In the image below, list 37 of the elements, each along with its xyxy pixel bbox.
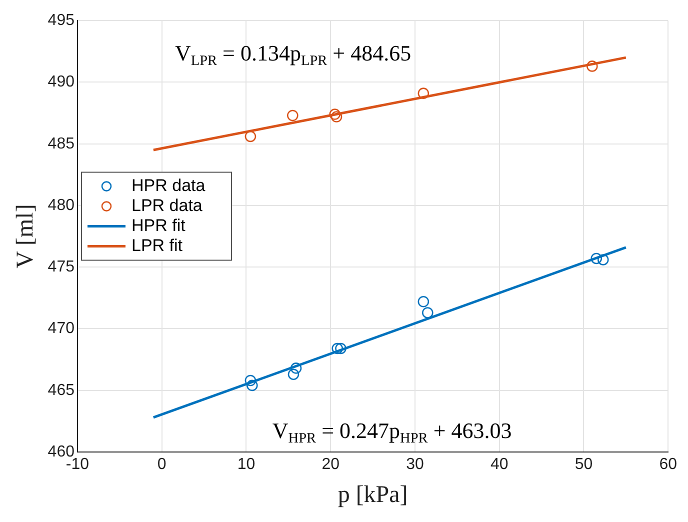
point [286, 110, 298, 122]
point [418, 296, 430, 308]
point [288, 368, 300, 380]
point [244, 374, 256, 386]
x-tick-label: 60 [659, 456, 678, 474]
y-axis-title: V [ml] [12, 204, 39, 268]
point [330, 111, 342, 122]
point [418, 88, 430, 99]
y-tick-label: 480 [48, 196, 75, 214]
y-tick-label: 465 [48, 382, 75, 399]
legend-label: HPR fit [131, 216, 186, 235]
y-tick-label: 485 [48, 135, 75, 152]
x-axis-title: p [kPa] [338, 482, 408, 508]
point [597, 254, 609, 266]
point [335, 342, 346, 354]
x-tick-label: 30 [406, 456, 424, 474]
point [422, 307, 434, 318]
y-tick-label: 470 [48, 320, 75, 338]
point [244, 130, 256, 142]
x-tick-label: 0 [157, 456, 166, 474]
x-tick-label: -10 [66, 456, 90, 474]
point [290, 362, 302, 374]
point [329, 108, 340, 120]
point [332, 342, 344, 354]
x-tick-label: 10 [237, 456, 256, 474]
legend-label: LPR data [131, 196, 203, 215]
legend-label: LPR fit [131, 236, 183, 255]
point [590, 252, 602, 264]
y-tick-label: 490 [48, 74, 75, 91]
point [586, 60, 598, 72]
x-tick-label: 50 [574, 456, 593, 474]
y-tick-label: 475 [48, 258, 75, 276]
legend-label: HPR data [131, 176, 206, 195]
x-tick-label: 20 [322, 456, 340, 474]
y-tick-label: 495 [48, 12, 75, 30]
x-tick-label: 40 [490, 456, 508, 474]
point [246, 380, 258, 392]
